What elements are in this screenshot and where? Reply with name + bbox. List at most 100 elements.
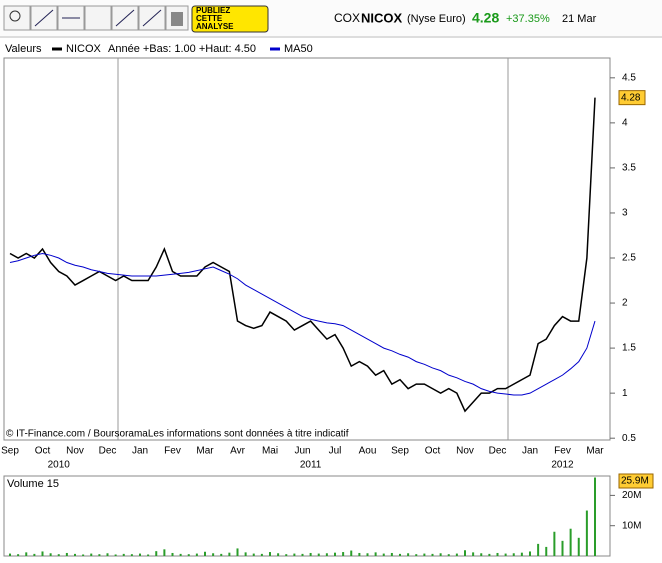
quote-prefix: COX: [334, 11, 360, 25]
zoom-tool[interactable]: [3, 5, 31, 31]
volume-bar: [382, 553, 385, 556]
volume-bar: [220, 553, 223, 556]
volume-bar: [366, 553, 369, 556]
volume-bar: [585, 510, 588, 556]
quote-name: NICOX: [361, 10, 403, 25]
x-tick-label: Fev: [554, 446, 571, 457]
volume-bar: [228, 552, 231, 556]
volume-bar: [553, 531, 556, 556]
volume-bar: [49, 553, 52, 556]
volume-bar: [317, 553, 320, 556]
volume-bar: [139, 553, 141, 556]
price-line: [9, 97, 596, 413]
volume-bar: [569, 528, 572, 556]
volume-bar: [423, 553, 426, 556]
volume-bar: [415, 554, 418, 556]
volume-bar: [512, 553, 515, 556]
last-value-box: [618, 473, 654, 489]
volume-title: Volume 15: [7, 478, 59, 490]
volume-bar: [25, 552, 28, 556]
x-tick-label: Dec: [99, 446, 117, 457]
x-tick-label: Aou: [359, 446, 377, 457]
volume-bar: [496, 552, 499, 556]
period-info: Année +Bas: 1.00 +Haut: 4.50: [108, 43, 256, 55]
fibo-tool[interactable]: [84, 5, 112, 31]
legend-entry: MA50: [284, 43, 313, 55]
x-tick-label: Nov: [456, 446, 474, 457]
volume-bar: [301, 553, 304, 556]
last-value-label: 25.9M: [621, 476, 649, 487]
volume-bar: [374, 552, 377, 556]
x-tick-label: Sep: [1, 446, 19, 457]
volume-bar: [187, 554, 190, 556]
y-tick-label: 4: [622, 118, 628, 129]
x-tick-label: Jun: [294, 446, 310, 457]
price-line: [9, 252, 596, 396]
volume-bar: [82, 554, 85, 556]
volume-panel: [3, 475, 611, 557]
quote-market: (Nyse Euro): [407, 13, 466, 25]
legend-entry: NICOX: [66, 43, 102, 55]
volume-bar: [33, 553, 36, 556]
volume-bar: [74, 553, 76, 556]
volume-bar: [285, 554, 288, 556]
volume-bar: [594, 477, 596, 556]
x-tick-label: Mar: [586, 446, 604, 457]
publish-text: PUBLIEZ: [196, 6, 230, 15]
x-tick-label: Jan: [132, 446, 148, 457]
price-panel: [3, 57, 611, 441]
volume-bar: [9, 553, 11, 556]
line-icon: [34, 9, 54, 27]
volume-bar: [155, 551, 158, 556]
channel-icon: [115, 9, 135, 27]
x-tick-label: Jan: [522, 446, 538, 457]
volume-bar: [545, 546, 548, 556]
volume-bar: [390, 552, 393, 556]
volume-bar: [480, 553, 483, 556]
x-tick-label: Fev: [164, 446, 181, 457]
x-tick-label: Mar: [196, 446, 214, 457]
tool-buttons: PUBLIEZ CETTE ANALYSE: [3, 5, 269, 33]
quote-price: 4.28: [472, 10, 499, 26]
volume-bar: [147, 554, 150, 556]
y-tick-label: 2: [622, 298, 628, 309]
x-tick-label: Mai: [262, 446, 278, 457]
legend-header: Valeurs: [5, 43, 42, 55]
volume-bar: [537, 543, 540, 556]
volume-bar: [171, 552, 174, 556]
volume-bar: [561, 540, 564, 556]
year-label: 2010: [48, 460, 71, 471]
volume-bar: [252, 553, 255, 556]
year-label: 2012: [551, 460, 574, 471]
volume-bar: [358, 552, 361, 556]
volume-bar: [407, 553, 410, 556]
volume-bar: [504, 553, 507, 556]
volume-bar: [114, 554, 117, 556]
y-tick-label: 0.5: [622, 433, 636, 444]
x-tick-label: Jul: [329, 446, 342, 457]
quote-date: 21 Mar: [562, 13, 597, 25]
volume-bar: [130, 554, 133, 556]
x-tick-label: Avr: [230, 446, 245, 457]
volume-bar: [122, 553, 125, 556]
volume-bar: [269, 552, 271, 556]
volume-bar: [488, 553, 491, 556]
y-tick-label: 2.5: [622, 253, 636, 264]
volume-bar: [577, 537, 580, 556]
volume-bar: [260, 553, 263, 556]
volume-bar: [90, 553, 93, 556]
quote-change: +37.35%: [506, 13, 550, 25]
year-label: 2011: [300, 460, 322, 471]
last-value-box: [618, 90, 646, 106]
volume-bar: [41, 551, 44, 556]
volume-bar: [431, 553, 434, 556]
volume-bar: [293, 553, 296, 556]
publish-text: ANALYSE: [196, 22, 234, 31]
publish-button[interactable]: [191, 5, 269, 33]
volume-bar: [65, 552, 68, 556]
volume-bar: [106, 553, 109, 556]
source-note: © IT-Finance.com / BoursoramaLes informa…: [6, 429, 349, 440]
volume-bar: [520, 552, 523, 556]
volume-bar: [17, 554, 20, 556]
volume-bar: [447, 554, 450, 556]
